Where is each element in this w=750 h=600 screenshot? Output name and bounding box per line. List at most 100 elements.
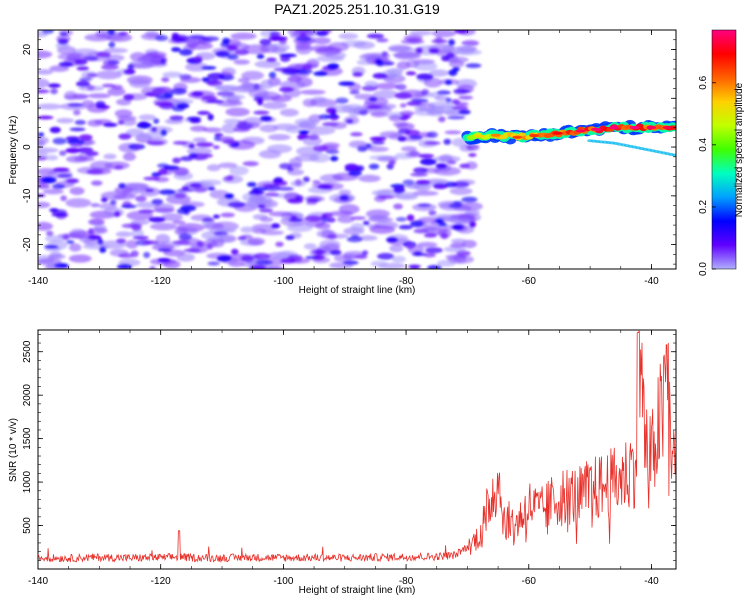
- noise-blob: [38, 78, 50, 89]
- figure-title: PAZ1.2025.251.10.31.G19: [274, 1, 440, 17]
- noise-blob: [151, 126, 158, 133]
- noise-blob: [367, 217, 394, 223]
- noise-blob: [195, 141, 214, 148]
- noise-blob: [109, 199, 117, 206]
- noise-blob: [359, 53, 381, 61]
- noise-blob: [212, 145, 220, 150]
- noise-blob: [305, 200, 318, 205]
- noise-blob: [325, 149, 340, 155]
- noise-blob: [410, 98, 429, 103]
- noise-blob: [149, 222, 178, 231]
- y-tick-label: 500: [22, 517, 33, 534]
- signal-peak: [474, 134, 485, 138]
- noise-blob: [388, 115, 402, 122]
- noise-blob: [427, 265, 442, 269]
- signal-peak: [552, 131, 563, 135]
- noise-blob: [118, 31, 129, 36]
- noise-blob: [377, 252, 395, 260]
- noise-blob: [241, 70, 265, 81]
- noise-blob: [192, 137, 207, 143]
- noise-blob: [294, 30, 311, 34]
- noise-blob: [312, 254, 326, 261]
- noise-blob: [406, 244, 415, 249]
- noise-blob: [103, 153, 117, 160]
- noise-blob: [302, 98, 317, 108]
- noise-blob: [327, 63, 340, 70]
- noise-blob: [222, 37, 231, 44]
- noise-blob: [358, 174, 381, 183]
- noise-blob: [102, 122, 118, 128]
- noise-blob: [67, 103, 84, 107]
- signal-peak: [591, 127, 602, 131]
- noise-blob: [425, 106, 446, 115]
- noise-blob: [86, 73, 98, 78]
- noise-blob: [237, 236, 247, 241]
- snr-y-ticks: 500 1000 1500 2000 2500: [22, 334, 676, 570]
- noise-blob: [282, 67, 301, 75]
- noise-blob: [38, 69, 54, 75]
- noise-blob: [38, 201, 51, 209]
- noise-blob: [160, 213, 183, 222]
- noise-blob: [366, 105, 382, 110]
- snr-panel: -140 -120 -100 -80 -60 -40 500 1000 1500 2000 250…: [8, 329, 677, 596]
- noise-blob: [413, 167, 428, 174]
- noise-blob: [294, 178, 303, 186]
- noise-blob: [47, 253, 66, 260]
- noise-blob: [153, 118, 160, 124]
- noise-blob: [370, 260, 388, 267]
- noise-blob: [90, 203, 100, 208]
- noise-blob: [409, 150, 419, 157]
- signal-peak: [512, 135, 523, 139]
- noise-blob: [65, 147, 81, 154]
- noise-blob: [162, 71, 183, 78]
- noise-blob: [425, 247, 443, 254]
- noise-blob: [456, 250, 471, 257]
- noise-blob: [50, 88, 58, 95]
- noise-blob: [254, 60, 281, 68]
- noise-blob: [88, 218, 105, 226]
- noise-blob: [185, 62, 209, 72]
- noise-blob: [448, 203, 463, 209]
- noise-blob: [56, 117, 75, 124]
- noise-blob: [179, 48, 193, 56]
- noise-blob: [87, 234, 102, 241]
- noise-blob: [354, 254, 368, 260]
- noise-blob: [259, 38, 272, 46]
- snr-x-ticks: -140 -120 -100 -80 -60 -40: [28, 330, 659, 587]
- noise-blob: [172, 220, 186, 225]
- noise-blob: [160, 129, 168, 137]
- noise-blob: [138, 121, 149, 127]
- noise-blob: [216, 90, 235, 97]
- x-tick-label: -60: [522, 576, 537, 587]
- noise-blob: [315, 47, 341, 56]
- y-tick-label: 20: [22, 44, 33, 56]
- noise-blob: [259, 115, 273, 122]
- noise-blob: [353, 41, 375, 50]
- noise-blob: [256, 54, 265, 59]
- noise-blob: [451, 99, 461, 105]
- noise-blob: [66, 139, 85, 145]
- noise-blob: [371, 140, 386, 145]
- signal-peak: [662, 125, 673, 130]
- noise-blob: [84, 33, 112, 42]
- noise-blob: [218, 162, 238, 169]
- noise-blob: [313, 71, 328, 77]
- noise-blob: [87, 93, 111, 99]
- noise-blob: [328, 210, 354, 217]
- noise-blob: [417, 203, 431, 208]
- noise-blob: [151, 198, 164, 205]
- y-tick-label: 1000: [22, 471, 33, 494]
- noise-blob: [266, 266, 284, 269]
- colorbar-gradient: [711, 29, 737, 270]
- noise-blob: [451, 238, 467, 245]
- noise-blob: [248, 190, 265, 195]
- noise-blob: [342, 260, 359, 265]
- noise-blob: [411, 252, 427, 257]
- x-tick-label: -60: [522, 276, 537, 287]
- noise-blob: [145, 188, 155, 193]
- noise-blob: [325, 107, 337, 114]
- noise-blob: [65, 136, 80, 141]
- noise-blob: [376, 59, 385, 67]
- noise-blob: [447, 115, 466, 120]
- noise-blob: [399, 103, 407, 108]
